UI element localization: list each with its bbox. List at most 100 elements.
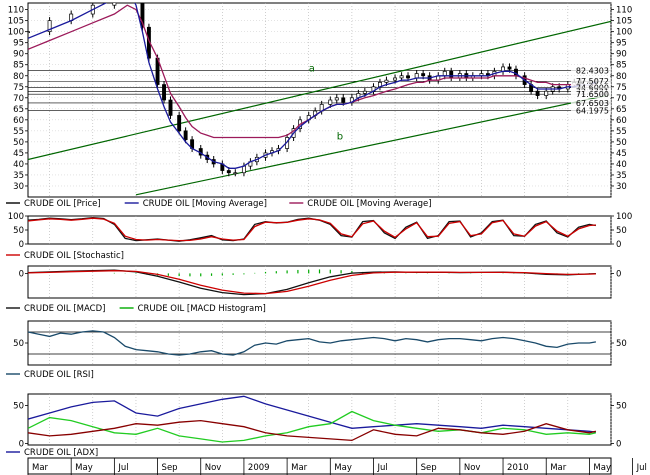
legend-entry: CRUDE OIL [Stochastic] bbox=[6, 251, 124, 261]
y-tick-label-left: 65 bbox=[13, 105, 24, 115]
y-tick-label-right: 95 bbox=[616, 39, 627, 49]
plot-area bbox=[28, 217, 597, 242]
price-candle-body bbox=[449, 70, 454, 79]
y-tick-label-right: 0 bbox=[616, 269, 621, 279]
legend-entry: CRUDE OIL [Moving Average] bbox=[289, 199, 432, 209]
legend-entry: CRUDE OIL [RSI] bbox=[6, 370, 94, 380]
y-tick-label-left: 0 bbox=[19, 269, 24, 279]
price-label-bg bbox=[571, 98, 611, 107]
y-tick-label-left: 50 bbox=[13, 401, 24, 411]
x-tick-label: May bbox=[75, 463, 93, 473]
y-tick-label-left: 0 bbox=[19, 439, 24, 449]
price-candle-body bbox=[233, 172, 238, 175]
y-tick-label-right: 50 bbox=[616, 401, 627, 411]
channel-line-upper bbox=[28, 20, 611, 161]
price-label-bg bbox=[571, 66, 611, 75]
x-tick-label: Jul bbox=[376, 463, 387, 473]
series-line-macd_signal bbox=[28, 270, 596, 295]
price-candle-body bbox=[28, 31, 30, 34]
y-tick-label-right: 50 bbox=[616, 138, 627, 148]
plot-area bbox=[28, 3, 611, 196]
price-candle-body bbox=[406, 75, 410, 79]
channel-annotation-a: a bbox=[309, 63, 315, 74]
price-label-bg bbox=[571, 83, 611, 92]
y-tick-label-left: 55 bbox=[13, 127, 24, 137]
x-tick-label: Sep bbox=[162, 463, 178, 473]
price-label-bg bbox=[571, 106, 611, 115]
y-tick-label-right: 85 bbox=[616, 61, 627, 71]
price-candle-body bbox=[162, 84, 166, 101]
price-candle-body bbox=[421, 73, 426, 77]
price-candle-body bbox=[414, 73, 419, 79]
panel-macd: 0 0 CRUDE OIL [MACD] CRUDE OIL [MACD Histog… bbox=[6, 265, 621, 314]
legend-label: CRUDE OIL [Price] bbox=[24, 199, 101, 209]
y-tick-label-right: 75 bbox=[616, 83, 627, 93]
price-candle-body bbox=[399, 75, 404, 79]
series-line-di_plus bbox=[28, 410, 597, 443]
panel-adx: 0 0 50 50 CRUDE OIL [ADX] bbox=[6, 393, 627, 458]
y-tick-label-left: 35 bbox=[13, 171, 24, 181]
legend-label: CRUDE OIL [RSI] bbox=[24, 370, 94, 380]
panel-frame bbox=[27, 2, 612, 198]
x-tick-label: 2009 bbox=[248, 463, 270, 473]
y-tick-label-left: 85 bbox=[13, 61, 24, 71]
panel-frame bbox=[27, 320, 612, 366]
price-candle-body bbox=[535, 90, 540, 96]
y-tick-label-right: 50 bbox=[616, 339, 627, 349]
price-level-label: 67.6503 bbox=[576, 99, 609, 108]
panel-rsi: 50 50 CRUDE OIL [RSI] bbox=[6, 320, 627, 380]
y-tick-label-right: 105 bbox=[616, 17, 632, 27]
series-line-adx bbox=[28, 395, 596, 433]
x-tick-label: Mar bbox=[32, 463, 49, 473]
y-tick-label-right: 100 bbox=[616, 28, 632, 38]
series-line-stoch_k bbox=[28, 217, 596, 242]
x-tick-label: Nov bbox=[205, 463, 222, 473]
plot-area bbox=[28, 269, 596, 296]
x-tick-label: 2010 bbox=[507, 463, 529, 473]
legend-label: CRUDE OIL [Moving Average] bbox=[143, 199, 267, 209]
price-candle-body bbox=[507, 66, 512, 70]
price-candle-body bbox=[177, 115, 182, 132]
y-tick-label-right: 45 bbox=[616, 149, 627, 159]
y-tick-label-left: 0 bbox=[19, 240, 24, 250]
legend-entry: CRUDE OIL [Moving Average] bbox=[124, 199, 267, 209]
price-candle-body bbox=[168, 99, 173, 116]
y-tick-label-right: 70 bbox=[616, 94, 627, 104]
y-tick-label-left: 100 bbox=[8, 212, 24, 222]
y-tick-label-right: 30 bbox=[616, 182, 627, 192]
price-candle-body bbox=[226, 170, 231, 174]
y-tick-label-right: 60 bbox=[616, 116, 627, 126]
price-level-label: 77.5072 bbox=[576, 77, 609, 86]
price-candle-body bbox=[393, 77, 398, 81]
channel-annotation-b: b bbox=[337, 132, 343, 143]
price-candle-body bbox=[362, 90, 367, 94]
y-tick-label-right: 40 bbox=[616, 160, 627, 170]
y-tick-label-right: 0 bbox=[616, 439, 621, 449]
y-tick-label-left: 70 bbox=[13, 94, 24, 104]
price-candle-body bbox=[334, 97, 339, 101]
plot-area bbox=[28, 330, 611, 356]
y-tick-label-right: 80 bbox=[616, 72, 627, 82]
y-tick-label-right: 65 bbox=[616, 105, 627, 115]
y-tick-label-left: 110 bbox=[8, 6, 24, 16]
legend-label: CRUDE OIL [MACD Histogram] bbox=[138, 304, 266, 314]
y-tick-label-right: 55 bbox=[616, 127, 627, 137]
price-candle-body bbox=[341, 97, 346, 103]
panel-stochastic: 0 0 50 50 100 100 CRUDE OIL [Stochastic] bbox=[6, 212, 632, 261]
y-tick-label-left: 30 bbox=[13, 182, 24, 192]
y-tick-label-left: 40 bbox=[13, 160, 24, 170]
price-candle-body bbox=[112, 3, 117, 6]
y-tick-label-left: 50 bbox=[13, 339, 24, 349]
price-level-label: 82.4303 bbox=[576, 66, 609, 75]
legend-label: CRUDE OIL [ADX] bbox=[24, 448, 98, 458]
legend-label: CRUDE OIL [Stochastic] bbox=[24, 251, 124, 261]
y-tick-label-left: 105 bbox=[8, 17, 24, 27]
y-tick-label-right: 100 bbox=[616, 212, 632, 222]
series-line-rsi bbox=[28, 330, 597, 356]
legend-entry: CRUDE OIL [Price] bbox=[6, 199, 101, 209]
x-tick-label: Jul bbox=[117, 463, 128, 473]
y-tick-label-left: 90 bbox=[13, 50, 24, 60]
price-label-bg bbox=[571, 77, 611, 86]
price-candle-body bbox=[442, 70, 447, 77]
